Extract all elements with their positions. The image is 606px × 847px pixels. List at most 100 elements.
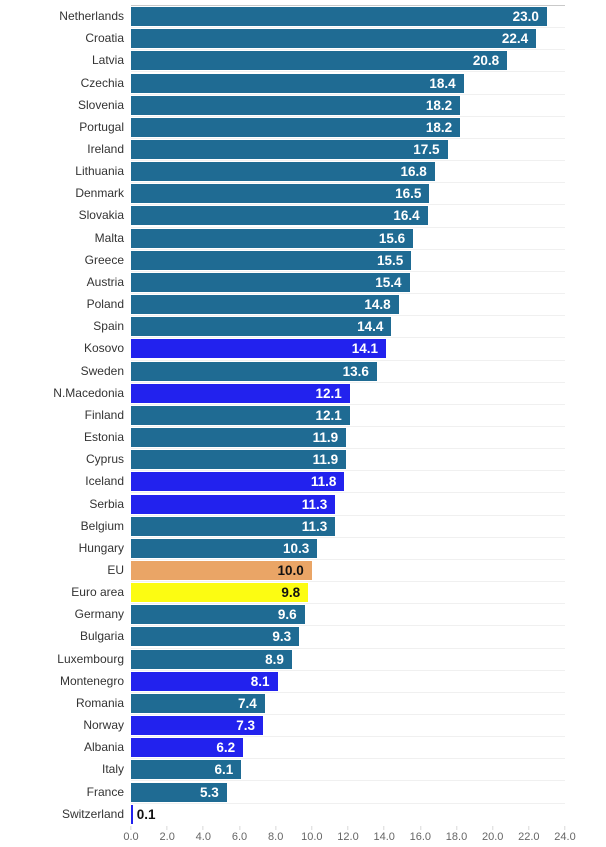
row-plot-area: 16.4 — [131, 204, 565, 226]
tick-label: 24.0 — [554, 831, 576, 843]
bar[interactable]: 7.3 — [131, 716, 263, 736]
category-label: Croatia — [85, 31, 124, 46]
bar[interactable]: 16.8 — [131, 162, 435, 182]
category-label: Denmark — [75, 186, 124, 201]
category-label: Slovakia — [78, 208, 124, 223]
bar[interactable]: 15.5 — [131, 250, 412, 270]
bar[interactable]: 14.4 — [131, 317, 392, 337]
row-plot-area: 10.0 — [131, 558, 565, 581]
category-label: EU — [107, 562, 124, 577]
bar[interactable]: 9.3 — [131, 627, 300, 647]
bar[interactable]: 20.8 — [131, 51, 508, 71]
bar[interactable]: 11.9 — [131, 450, 347, 470]
bar[interactable]: 17.5 — [131, 140, 448, 160]
x-axis-tick: 22.0 — [518, 826, 540, 843]
value-label: 9.3 — [272, 629, 292, 645]
bar[interactable] — [131, 804, 133, 824]
bar[interactable]: 15.4 — [131, 272, 410, 292]
bar[interactable]: 23.0 — [131, 7, 547, 27]
bar[interactable]: 11.9 — [131, 428, 347, 448]
tick-label: 12.0 — [337, 831, 359, 843]
tick-mark — [166, 826, 168, 830]
bar[interactable]: 11.8 — [131, 472, 345, 492]
value-label: 11.9 — [312, 430, 339, 446]
bar[interactable]: 18.2 — [131, 95, 461, 115]
bar[interactable]: 14.1 — [131, 339, 386, 359]
chart-rows: Netherlands 23.0 Croatia 22.4 Latvia 20.… — [0, 5, 606, 825]
category-label: Iceland — [85, 474, 124, 489]
value-label: 17.5 — [413, 142, 440, 158]
tick-label: 6.0 — [231, 831, 248, 843]
value-label: 7.3 — [236, 718, 255, 734]
category-label: Belgium — [80, 518, 124, 533]
bar[interactable]: 14.8 — [131, 295, 399, 315]
chart-row: Kosovo 14.1 — [0, 337, 606, 359]
bar[interactable]: 16.4 — [131, 206, 428, 226]
bar[interactable]: 7.4 — [131, 693, 265, 713]
x-axis-tick: 8.0 — [268, 826, 283, 843]
bar[interactable]: 18.4 — [131, 73, 464, 93]
bar[interactable]: 8.1 — [131, 671, 278, 691]
chart-row: Latvia 20.8 — [0, 49, 606, 71]
row-plot-area: 14.4 — [131, 315, 565, 337]
x-axis: 0.0 2.0 4.0 6.0 8.0 10.0 12.0 14.0 16.0 … — [123, 826, 576, 846]
tick-mark — [492, 826, 494, 830]
bar[interactable]: 5.3 — [131, 782, 227, 802]
chart-row: Greece 15.5 — [0, 248, 606, 271]
bar[interactable]: 6.2 — [131, 738, 244, 758]
bar[interactable]: 10.0 — [131, 560, 312, 580]
value-label: 18.2 — [425, 97, 453, 113]
bar[interactable]: 12.1 — [131, 383, 350, 403]
category-label: Slovenia — [77, 97, 124, 112]
category-label: Greece — [84, 252, 124, 267]
bar[interactable]: 9.8 — [131, 583, 309, 603]
chart-row: Denmark 16.5 — [0, 182, 606, 204]
bar[interactable]: 8.9 — [131, 649, 292, 669]
category-label: Cyprus — [85, 452, 124, 467]
category-label: Hungary — [78, 540, 124, 555]
x-axis-tick: 24.0 — [554, 826, 576, 843]
bar[interactable]: 11.3 — [131, 516, 336, 536]
row-plot-area: 18.2 — [131, 115, 565, 138]
value-label: 9.8 — [281, 585, 301, 601]
bar[interactable]: 15.6 — [131, 228, 414, 248]
bar[interactable]: 22.4 — [131, 29, 537, 49]
row-plot-area: 23.0 — [131, 5, 565, 27]
value-label: 12.1 — [315, 385, 342, 401]
chart-row: EU 10.0 — [0, 558, 606, 581]
bar[interactable]: 16.5 — [131, 184, 430, 204]
chart-row: Germany 9.6 — [0, 603, 606, 625]
chart-row: Sweden 13.6 — [0, 359, 606, 382]
value-label: 8.1 — [250, 673, 270, 689]
chart-row: Romania 7.4 — [0, 691, 606, 714]
row-plot-area: 17.5 — [131, 137, 565, 160]
value-label: 16.4 — [393, 208, 420, 224]
bar[interactable]: 13.6 — [131, 361, 377, 381]
chart-row: Malta 15.6 — [0, 226, 606, 249]
x-axis-tick: 10.0 — [301, 826, 323, 843]
row-plot-area: 11.3 — [131, 514, 565, 537]
chart-row: Croatia 22.4 — [0, 27, 606, 49]
category-label: Spain — [93, 319, 124, 334]
bar[interactable]: 10.3 — [131, 538, 318, 558]
category-label: Switzerland — [61, 806, 124, 821]
value-label: 18.2 — [425, 119, 453, 135]
bar[interactable]: 18.2 — [131, 117, 461, 137]
bar[interactable]: 9.6 — [131, 605, 305, 625]
bar[interactable]: 12.1 — [131, 405, 350, 425]
chart-row: Poland 14.8 — [0, 293, 606, 315]
tick-label: 10.0 — [301, 831, 323, 843]
tick-label: 14.0 — [373, 831, 395, 843]
bar[interactable]: 6.1 — [131, 760, 242, 780]
value-label: 7.4 — [238, 695, 257, 711]
row-plot-area: 6.1 — [131, 758, 565, 780]
row-plot-area: 16.5 — [131, 182, 565, 204]
row-plot-area: 16.8 — [131, 160, 565, 182]
value-label: 6.1 — [214, 762, 234, 778]
chart-row: Ireland 17.5 — [0, 137, 606, 160]
chart-row: Serbia 11.3 — [0, 492, 606, 514]
tick-label: 4.0 — [195, 831, 211, 843]
bar[interactable]: 11.3 — [131, 494, 336, 514]
tick-label: 0.0 — [123, 831, 139, 843]
chart-row: Bulgaria 9.3 — [0, 625, 606, 647]
